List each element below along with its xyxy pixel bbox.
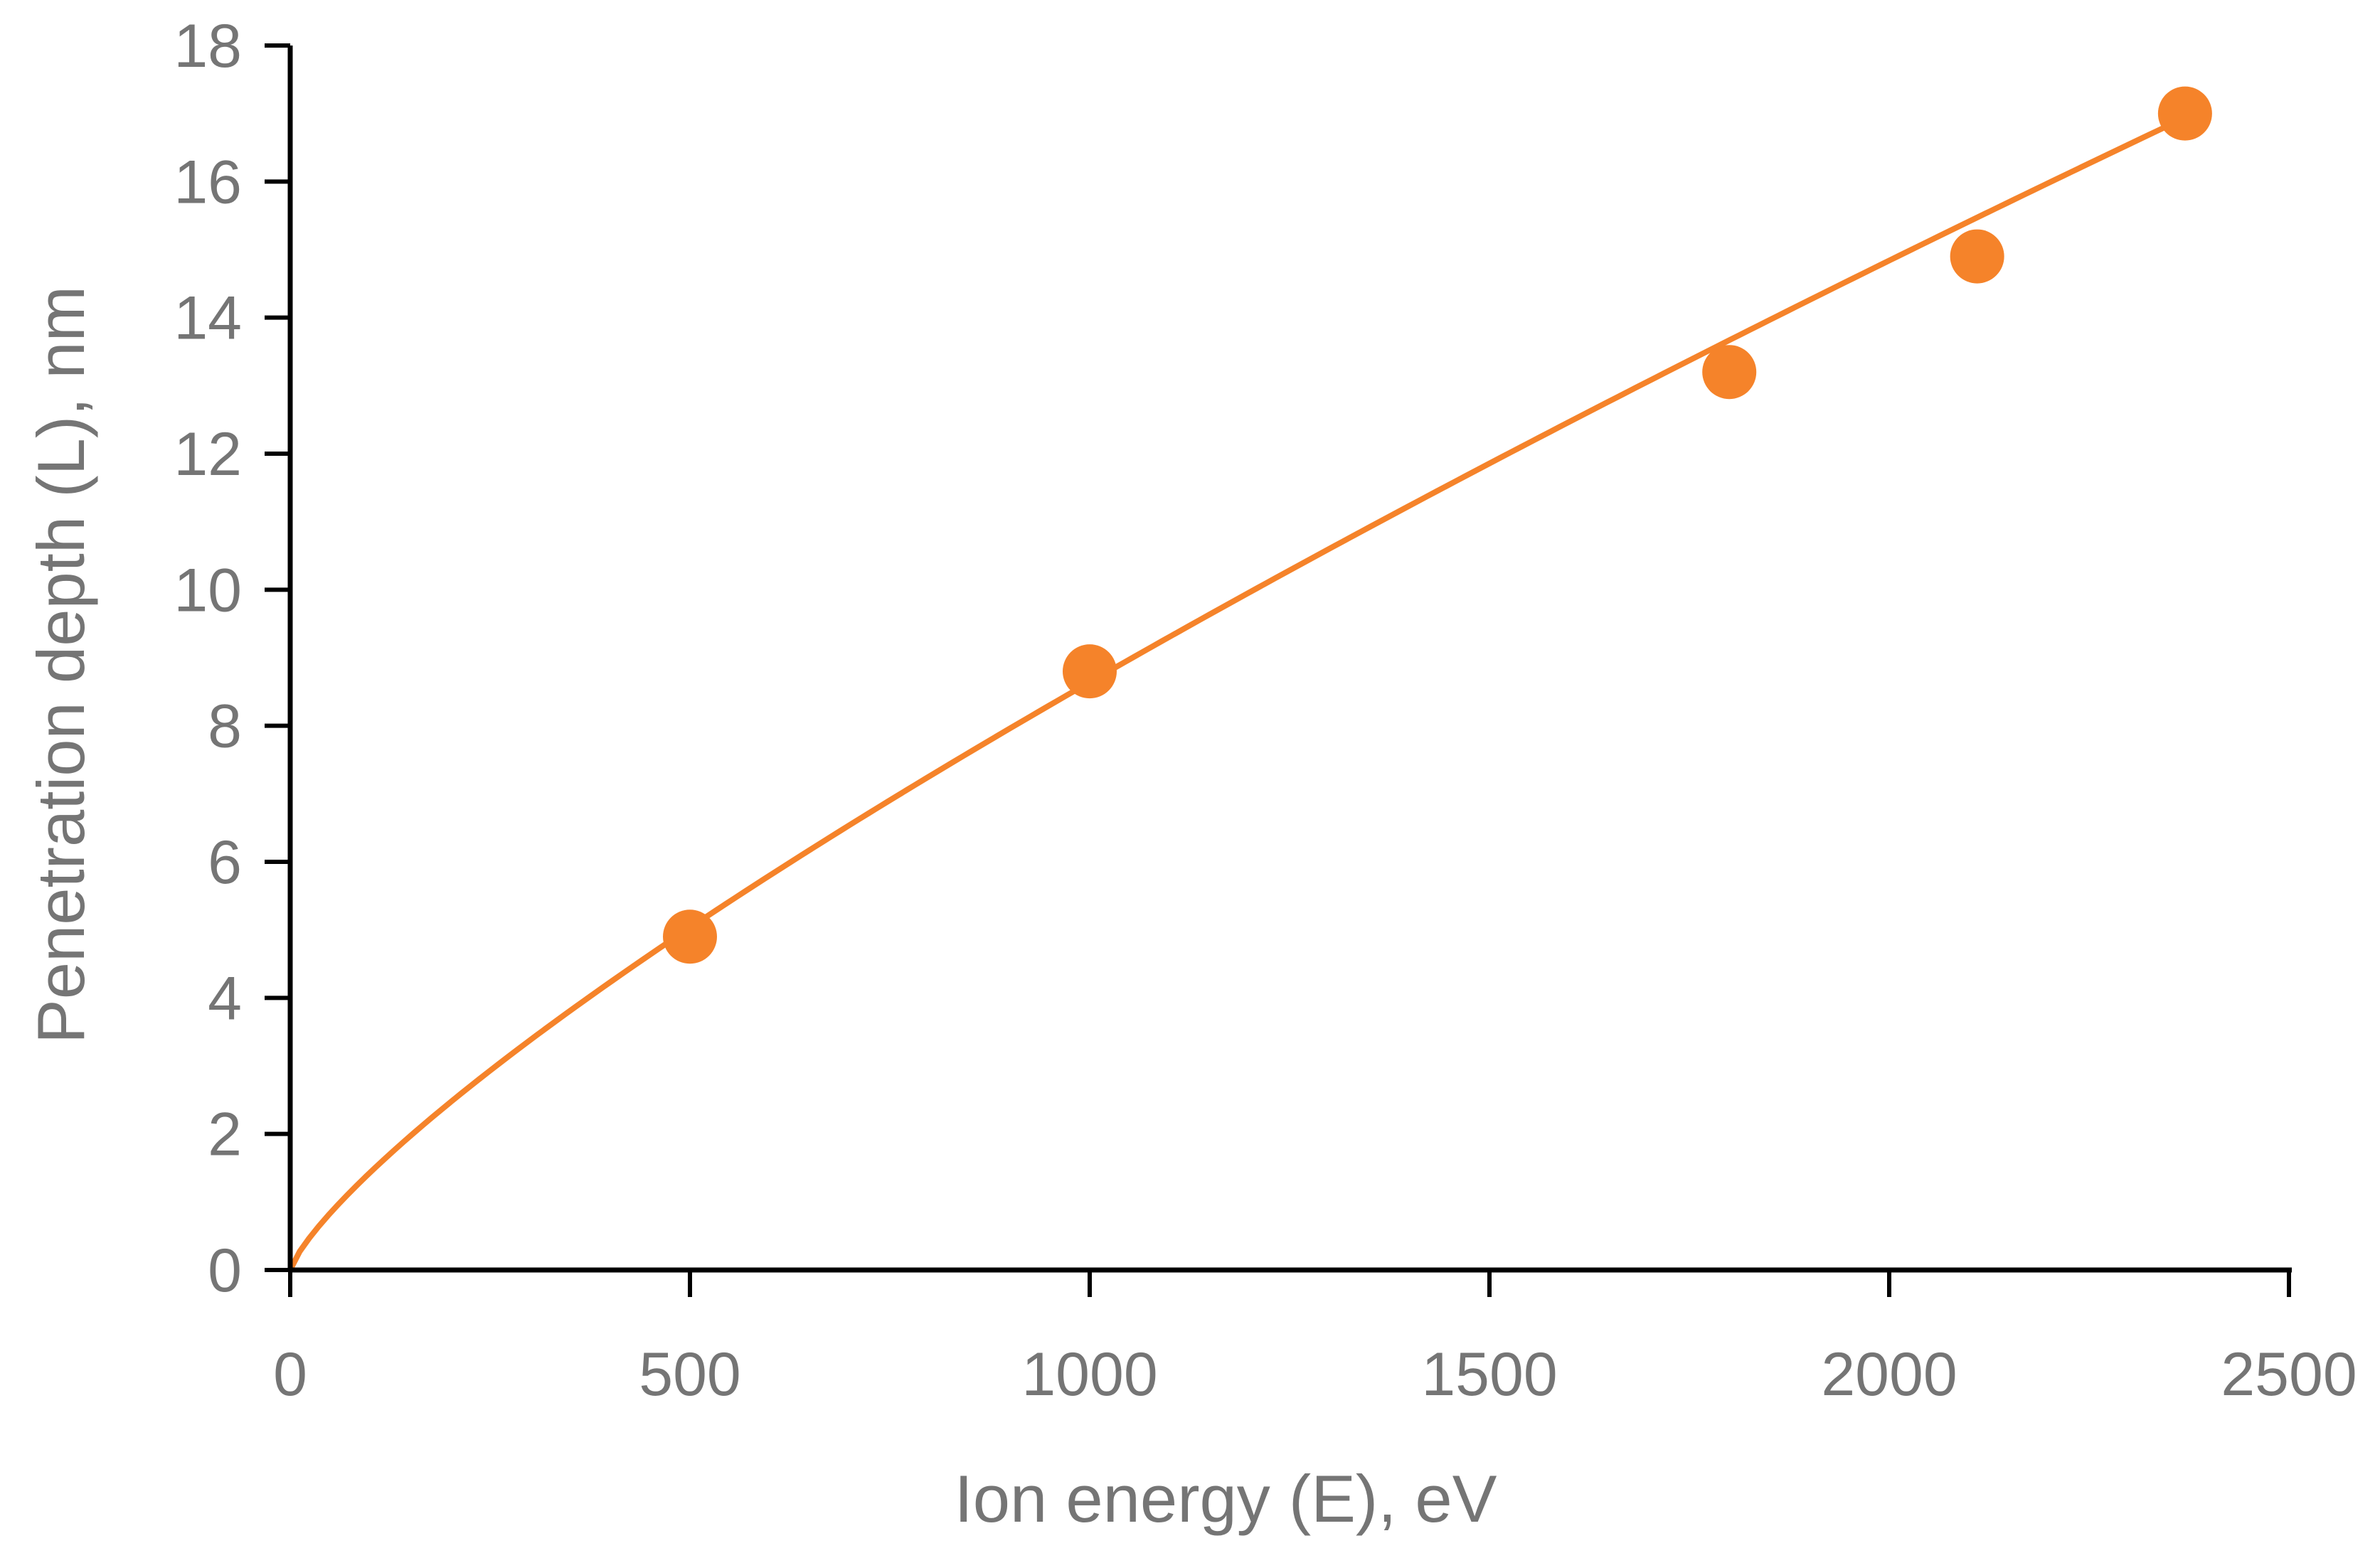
data-point — [2157, 86, 2212, 141]
labels-layer: 0 2 4 6 8 10 12 14 16 18 0 500 1000 1500 2000 2500 Ion e… — [23, 12, 2357, 1536]
x-tick-label: 1500 — [1421, 1340, 1557, 1409]
y-tick-label: 18 — [174, 12, 242, 80]
data-points-layer — [663, 86, 2212, 964]
data-point — [1950, 229, 2004, 284]
y-tick-label: 14 — [174, 284, 242, 353]
y-tick-label: 12 — [174, 420, 242, 489]
x-tick-label: 2500 — [2221, 1340, 2357, 1409]
fit-curve-layer — [287, 114, 2188, 1273]
data-point — [1063, 644, 1117, 699]
fit-curve-line — [287, 114, 2188, 1273]
x-tick-label: 1000 — [1021, 1340, 1157, 1409]
data-point — [1702, 345, 1757, 400]
axes — [265, 43, 2292, 1297]
x-tick-label: 0 — [273, 1340, 307, 1409]
y-tick-label: 8 — [208, 693, 242, 761]
y-tick-label: 4 — [208, 964, 242, 1032]
y-tick-label: 0 — [208, 1237, 242, 1305]
data-point — [663, 909, 717, 964]
y-tick-label: 2 — [208, 1101, 242, 1169]
y-tick-label: 10 — [174, 556, 242, 624]
y-tick-label: 6 — [208, 828, 242, 897]
x-tick-label: 2000 — [1821, 1340, 1957, 1409]
x-axis-title: Ion energy (E), eV — [955, 1461, 1497, 1536]
y-axis-title: Penetration depth (L), nm — [23, 286, 98, 1044]
x-tick-label: 500 — [639, 1340, 741, 1409]
y-tick-label: 16 — [174, 148, 242, 216]
